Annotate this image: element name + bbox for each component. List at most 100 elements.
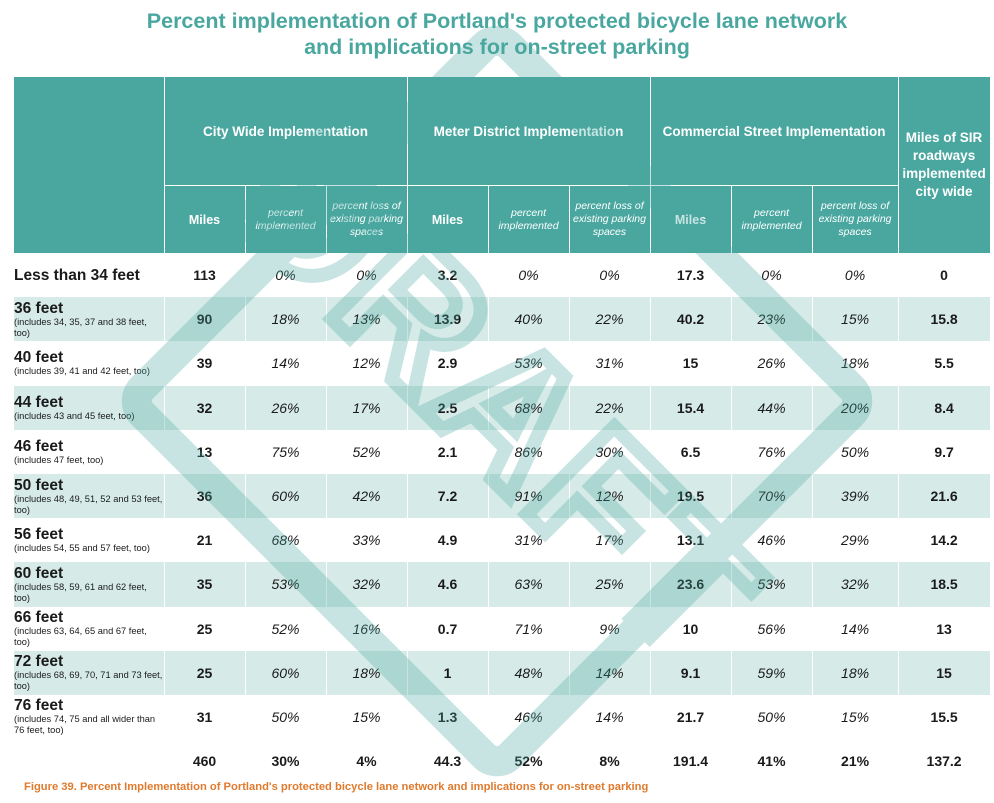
row-label-sub: (includes 74, 75 and all wider than 76 f… [14, 714, 156, 736]
table-cell: 46% [731, 518, 813, 563]
row-label-main: 50 feet [14, 476, 64, 494]
table-cell: 17% [569, 518, 651, 563]
table-cell: 2.9 [407, 341, 489, 386]
table-row: 44 feet (includes 43 and 45 feet, too) 32 2… [14, 385, 991, 430]
table-cell: 35 [164, 562, 246, 607]
total-cell: 460 [164, 739, 246, 784]
table-cell: 15.5 [898, 694, 991, 740]
figure-caption: Figure 39. Percent Implementation of Por… [24, 781, 649, 793]
table-cell: 56% [731, 606, 813, 651]
table-cell: 60% [245, 650, 327, 695]
total-cell: 44.3 [407, 739, 489, 784]
table-cell: 18% [245, 297, 327, 342]
table-cell: 5.5 [898, 341, 991, 386]
table-cell: 53% [488, 341, 570, 386]
row-label-sub: (includes 54, 55 and 57 feet, too) [14, 543, 150, 554]
table-row: 56 feet (includes 54, 55 and 57 feet, too… [14, 518, 991, 563]
table-cell: 31% [569, 341, 651, 386]
table-cell: 14% [812, 606, 899, 651]
total-cell: 8% [569, 739, 651, 784]
total-cell: 191.4 [650, 739, 732, 784]
table-cell: 63% [488, 562, 570, 607]
table-cell: 36 [164, 473, 246, 519]
table-cell: 26% [245, 385, 327, 430]
table-cell: 21.7 [650, 694, 732, 740]
total-cell: 52% [488, 739, 570, 784]
table-cell: 15 [898, 650, 991, 695]
table-cell: 113 [164, 253, 246, 298]
table-cell: 48% [488, 650, 570, 695]
title-line-2: and implications for on-street parking [304, 35, 690, 59]
total-cell: 41% [731, 739, 813, 784]
table-cell: 13.1 [650, 518, 732, 563]
row-label: 36 feet (includes 34, 35, 37 and 38 feet,… [14, 297, 165, 342]
table-cell: 39 [164, 341, 246, 386]
table-cell: 52% [326, 429, 408, 474]
table-cell: 18% [326, 650, 408, 695]
row-label-sub: (includes 43 and 45 feet, too) [14, 410, 135, 421]
row-label-main: 76 feet [14, 697, 64, 715]
table-cell: 33% [326, 518, 408, 563]
table-cell: 50% [731, 694, 813, 740]
table-cell: 50% [812, 429, 899, 474]
table-cell: 60% [245, 473, 327, 519]
subheader-percent: percent implemented [488, 185, 570, 253]
row-label: 60 feet (includes 58, 59, 61 and 62 feet,… [14, 562, 165, 607]
table-cell: 44% [731, 385, 813, 430]
table-cell: 15% [812, 694, 899, 740]
table-cell: 0% [326, 253, 408, 298]
table-cell: 50% [245, 694, 327, 740]
row-label-main: 72 feet [14, 653, 64, 671]
table-cell: 31 [164, 694, 246, 740]
row-label-main: Less than 34 feet [14, 266, 140, 284]
table-cell: 32 [164, 385, 246, 430]
totals-label [14, 739, 165, 784]
table-cell: 0% [488, 253, 570, 298]
table-cell: 15.8 [898, 297, 991, 342]
table-cell: 0% [731, 253, 813, 298]
table-row: 36 feet (includes 34, 35, 37 and 38 feet,… [14, 297, 991, 342]
table-cell: 90 [164, 297, 246, 342]
table-cell: 18% [812, 650, 899, 695]
row-label-main: 56 feet [14, 526, 64, 544]
table-cell: 75% [245, 429, 327, 474]
row-label-sub: (includes 47 feet, too) [14, 454, 104, 465]
row-label: 44 feet (includes 43 and 45 feet, too) [14, 385, 165, 430]
table-cell: 86% [488, 429, 570, 474]
table-cell: 7.2 [407, 473, 489, 519]
total-cell: 30% [245, 739, 327, 784]
row-label: 72 feet (includes 68, 69, 70, 71 and 73 f… [14, 650, 165, 695]
table-cell: 13.9 [407, 297, 489, 342]
table-cell: 9.7 [898, 429, 991, 474]
table-cell: 16% [326, 606, 408, 651]
table-cell: 32% [812, 562, 899, 607]
subheader-miles: Miles [164, 185, 246, 253]
table-cell: 0 [898, 253, 991, 298]
table-row: 76 feet (includes 74, 75 and all wider th… [14, 694, 991, 740]
row-label: 40 feet (includes 39, 41 and 42 feet, too… [14, 341, 165, 386]
table-cell: 15% [326, 694, 408, 740]
group-header-meter: Meter District Implementation [407, 77, 651, 186]
table-cell: 2.1 [407, 429, 489, 474]
table-cell: 10 [650, 606, 732, 651]
table-cell: 23.6 [650, 562, 732, 607]
table-cell: 18.5 [898, 562, 991, 607]
table-cell: 4.6 [407, 562, 489, 607]
table-cell: 12% [569, 473, 651, 519]
table-cell: 0% [812, 253, 899, 298]
row-label-main: 46 feet [14, 437, 64, 455]
table-cell: 14% [245, 341, 327, 386]
table-cell: 8.4 [898, 385, 991, 430]
row-label-main: 36 feet [14, 299, 64, 317]
table-cell: 52% [245, 606, 327, 651]
table-cell: 13 [164, 429, 246, 474]
table-cell: 0% [245, 253, 327, 298]
table-cell: 14% [569, 650, 651, 695]
table-cell: 18% [812, 341, 899, 386]
subheader-percent: percent implemented [245, 185, 327, 253]
table-cell: 53% [245, 562, 327, 607]
group-header-sir: Miles of SIR roadways implemented city w… [898, 77, 991, 253]
row-label: 50 feet (includes 48, 49, 51, 52 and 53 f… [14, 473, 165, 519]
page-title: Percent implementation of Portland's pro… [0, 8, 994, 60]
totals-row: 460 30% 4% 44.3 52% 8% 191.4 41% 21% 137.2 [14, 739, 991, 784]
